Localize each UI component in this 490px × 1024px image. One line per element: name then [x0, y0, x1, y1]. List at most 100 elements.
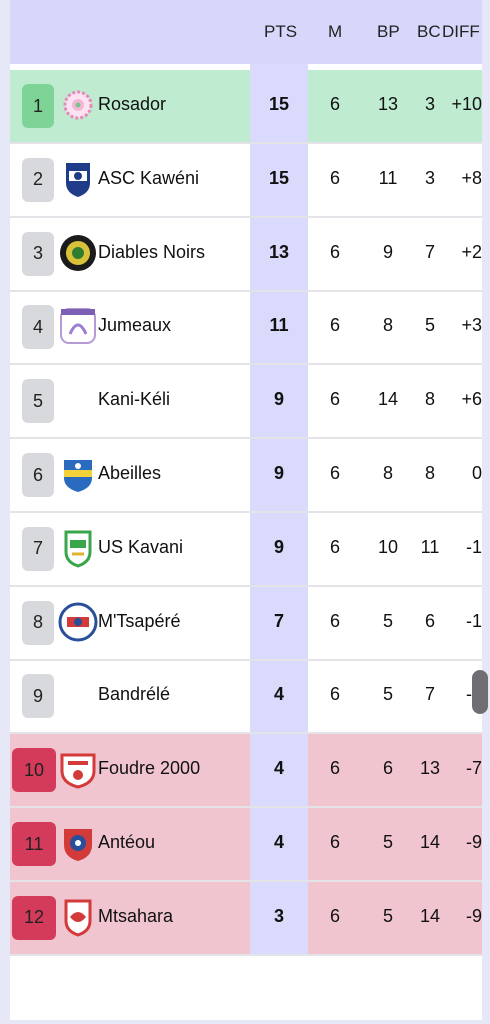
- jumeaux-logo-icon: [58, 306, 98, 346]
- mtsahara-logo-icon: [58, 897, 98, 937]
- table-row[interactable]: 5 Kani-Kéli 9 6 14 8 +6: [10, 365, 482, 440]
- team-name[interactable]: Abeilles: [98, 463, 162, 483]
- goal-diff-value: +8: [461, 167, 482, 188]
- pts-value: 4: [273, 832, 284, 852]
- played-value: 6: [329, 463, 340, 483]
- team-name[interactable]: Rosador: [98, 94, 167, 114]
- goal-diff-value: 0: [471, 463, 482, 483]
- rank-badge: 4: [22, 305, 54, 350]
- team-name[interactable]: Bandrélé: [98, 684, 171, 705]
- played-value: 6: [329, 832, 340, 852]
- goal-diff-value: +10: [451, 94, 482, 114]
- goal-diff-value: -9: [465, 832, 482, 852]
- goals-against-value: 11: [420, 536, 440, 557]
- team-name[interactable]: Mtsahara: [98, 905, 174, 926]
- rank-badge: 12: [12, 895, 56, 940]
- goals-for-value: 5: [382, 684, 393, 705]
- pts-value: 11: [269, 315, 289, 336]
- team-name[interactable]: M'Tsapéré: [98, 610, 181, 631]
- pts-cell-bg: [250, 881, 308, 954]
- team-name[interactable]: Jumeaux: [98, 315, 172, 336]
- goals-for-value: 14: [377, 389, 399, 410]
- goals-against-value: 8: [424, 389, 435, 410]
- rank-badge: 3: [22, 231, 54, 276]
- header-bp[interactable]: BP: [377, 22, 400, 41]
- table-row[interactable]: 7 US Kavani 9 6 10 11 -1: [10, 513, 482, 587]
- table-row[interactable]: 12 Mtsahara 3 6 5 14 -9: [10, 881, 482, 956]
- us-kavani-logo-icon: [58, 528, 98, 568]
- table-row[interactable]: 4 Jumeaux 11 6 8 5 +3: [10, 291, 482, 366]
- team-name[interactable]: Antéou: [98, 832, 156, 852]
- table-row[interactable]: 8 M'Tsapéré 7 6 5 6 -1: [10, 587, 482, 661]
- goals-against-value: 6: [424, 610, 435, 631]
- team-name[interactable]: Diables Noirs: [98, 241, 206, 262]
- rank-badge: 11: [12, 822, 56, 866]
- goals-against-value: 3: [424, 94, 435, 114]
- table-row[interactable]: 10 Foudre 2000 4 6 6 13 -7: [10, 734, 482, 809]
- played-value: 6: [329, 610, 340, 631]
- goals-against-value: 14: [419, 832, 441, 852]
- goals-against-value: 7: [424, 684, 435, 705]
- goals-against-value: 14: [419, 905, 441, 926]
- pts-value: 3: [273, 905, 284, 926]
- goals-for-value: 11: [378, 167, 398, 188]
- rank-badge: 8: [22, 600, 54, 645]
- goals-against-value: 7: [424, 241, 435, 262]
- rank-badge: 5: [22, 379, 54, 424]
- goals-for-value: 8: [382, 315, 393, 336]
- goals-for-value: 8: [382, 463, 393, 483]
- goal-diff-value: -1: [465, 536, 482, 557]
- rank-badge: 10: [12, 748, 56, 793]
- table-row[interactable]: 6 Abeilles 9 6 8 8 0: [10, 439, 482, 513]
- team-name[interactable]: ASC Kawéni: [98, 167, 200, 188]
- goals-for-value: 5: [382, 905, 393, 926]
- pts-value: 15: [268, 94, 290, 114]
- played-value: 6: [329, 241, 340, 262]
- pts-value: 15: [268, 167, 290, 188]
- goal-diff-value: +3: [461, 315, 482, 336]
- mtsapere-logo-icon: [58, 602, 98, 642]
- header-pts[interactable]: PTS: [264, 22, 298, 41]
- pts-value: 4: [273, 758, 284, 779]
- diables-noirs-logo-icon: [58, 233, 98, 273]
- team-name[interactable]: Foudre 2000: [98, 758, 201, 779]
- played-value: 6: [329, 684, 340, 705]
- pts-cell-bg: [250, 70, 308, 142]
- goals-for-value: 13: [377, 94, 399, 114]
- scroll-handle[interactable]: [472, 670, 488, 714]
- table-row[interactable]: 11 Antéou 4 6 5 14 -9: [10, 808, 482, 882]
- team-name[interactable]: US Kavani: [98, 536, 184, 557]
- header-diff[interactable]: DIFF: [442, 22, 480, 41]
- played-value: 6: [329, 905, 340, 926]
- team-name[interactable]: Kani-Kéli: [98, 389, 171, 410]
- goals-for-value: 9: [382, 241, 393, 262]
- pts-cell-bg: [250, 808, 308, 880]
- goals-for-value: 5: [382, 832, 393, 852]
- rank-badge: 6: [22, 453, 54, 497]
- pts-cell-bg: [250, 734, 308, 807]
- goals-for-value: 10: [377, 536, 399, 557]
- goals-against-value: 13: [419, 758, 441, 779]
- goals-against-value: 5: [424, 315, 435, 336]
- played-value: 6: [329, 167, 340, 188]
- header-m[interactable]: M: [328, 22, 343, 41]
- asc-kaweni-logo-icon: [58, 159, 98, 199]
- pts-value: 13: [268, 241, 290, 262]
- played-value: 6: [329, 94, 340, 114]
- pts-value: 4: [273, 684, 284, 705]
- standings-table: PTS M BP BC DIFF 1 Rosador 15 6 13 3 +10 2 ASC K…: [10, 0, 488, 1020]
- table-row[interactable]: 3 Diables Noirs 13 6 9 7 +2: [10, 218, 482, 292]
- header-bc[interactable]: BC: [417, 22, 441, 41]
- goals-for-value: 5: [382, 610, 393, 631]
- anteou-logo-icon: [58, 823, 98, 863]
- table-row[interactable]: 1 Rosador 15 6 13 3 +10: [10, 70, 482, 144]
- goals-against-value: 8: [424, 463, 435, 483]
- table-header: PTS M BP BC DIFF: [10, 0, 482, 64]
- foudre-2000-logo-icon: [58, 749, 98, 789]
- rank-badge: 2: [22, 157, 54, 202]
- table-row[interactable]: 2 ASC Kawéni 15 6 11 3 +8: [10, 144, 482, 218]
- rank-badge: 1: [22, 84, 54, 128]
- pts-value: 9: [273, 463, 284, 483]
- played-value: 6: [329, 315, 340, 336]
